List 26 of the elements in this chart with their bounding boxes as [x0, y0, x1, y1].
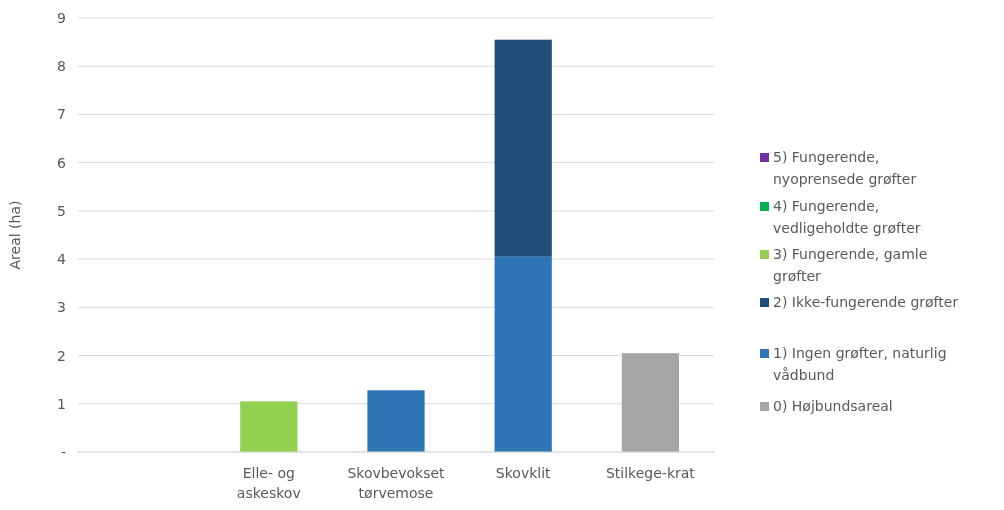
y-tick-label: 4	[57, 251, 67, 268]
x-tick-label: Stilkege-krat	[605, 465, 696, 481]
legend-label: 0) Højbundsareal	[773, 398, 893, 414]
y-tick-label: 2	[57, 347, 66, 364]
y-tick-label: 7	[57, 106, 66, 123]
legend-label: 3) Fungerende, gamle grøfter	[773, 246, 928, 284]
x-tick-label: Skovbevokset tørvemose	[347, 465, 446, 501]
x-tick-label: Skovklit	[495, 465, 552, 481]
legend-label: 4) Fungerende, vedligeholdte grøfter	[773, 198, 921, 236]
bar	[494, 39, 552, 257]
bar	[494, 256, 552, 452]
bar	[621, 353, 680, 452]
x-tick-label: Elle- og askeskov	[236, 465, 301, 501]
y-axis-title: Areal (ha)	[7, 200, 23, 270]
legend-label: 2) Ikke-fungerende grøfter	[773, 294, 959, 310]
y-tick-label: 9	[57, 9, 66, 26]
y-tick-label: -	[60, 443, 66, 460]
bar	[367, 390, 425, 452]
bar	[240, 401, 298, 452]
legend-label: 5) Fungerende, nyoprensede grøfter	[773, 149, 917, 187]
y-tick-label: 3	[57, 299, 66, 316]
y-tick-label: 1	[57, 395, 66, 412]
y-tick-label: 5	[57, 202, 66, 219]
legend-label: 1) Ingen grøfter, naturlig vådbund	[773, 345, 947, 383]
y-tick-label: 6	[57, 154, 67, 171]
y-tick-label: 8	[57, 58, 66, 75]
